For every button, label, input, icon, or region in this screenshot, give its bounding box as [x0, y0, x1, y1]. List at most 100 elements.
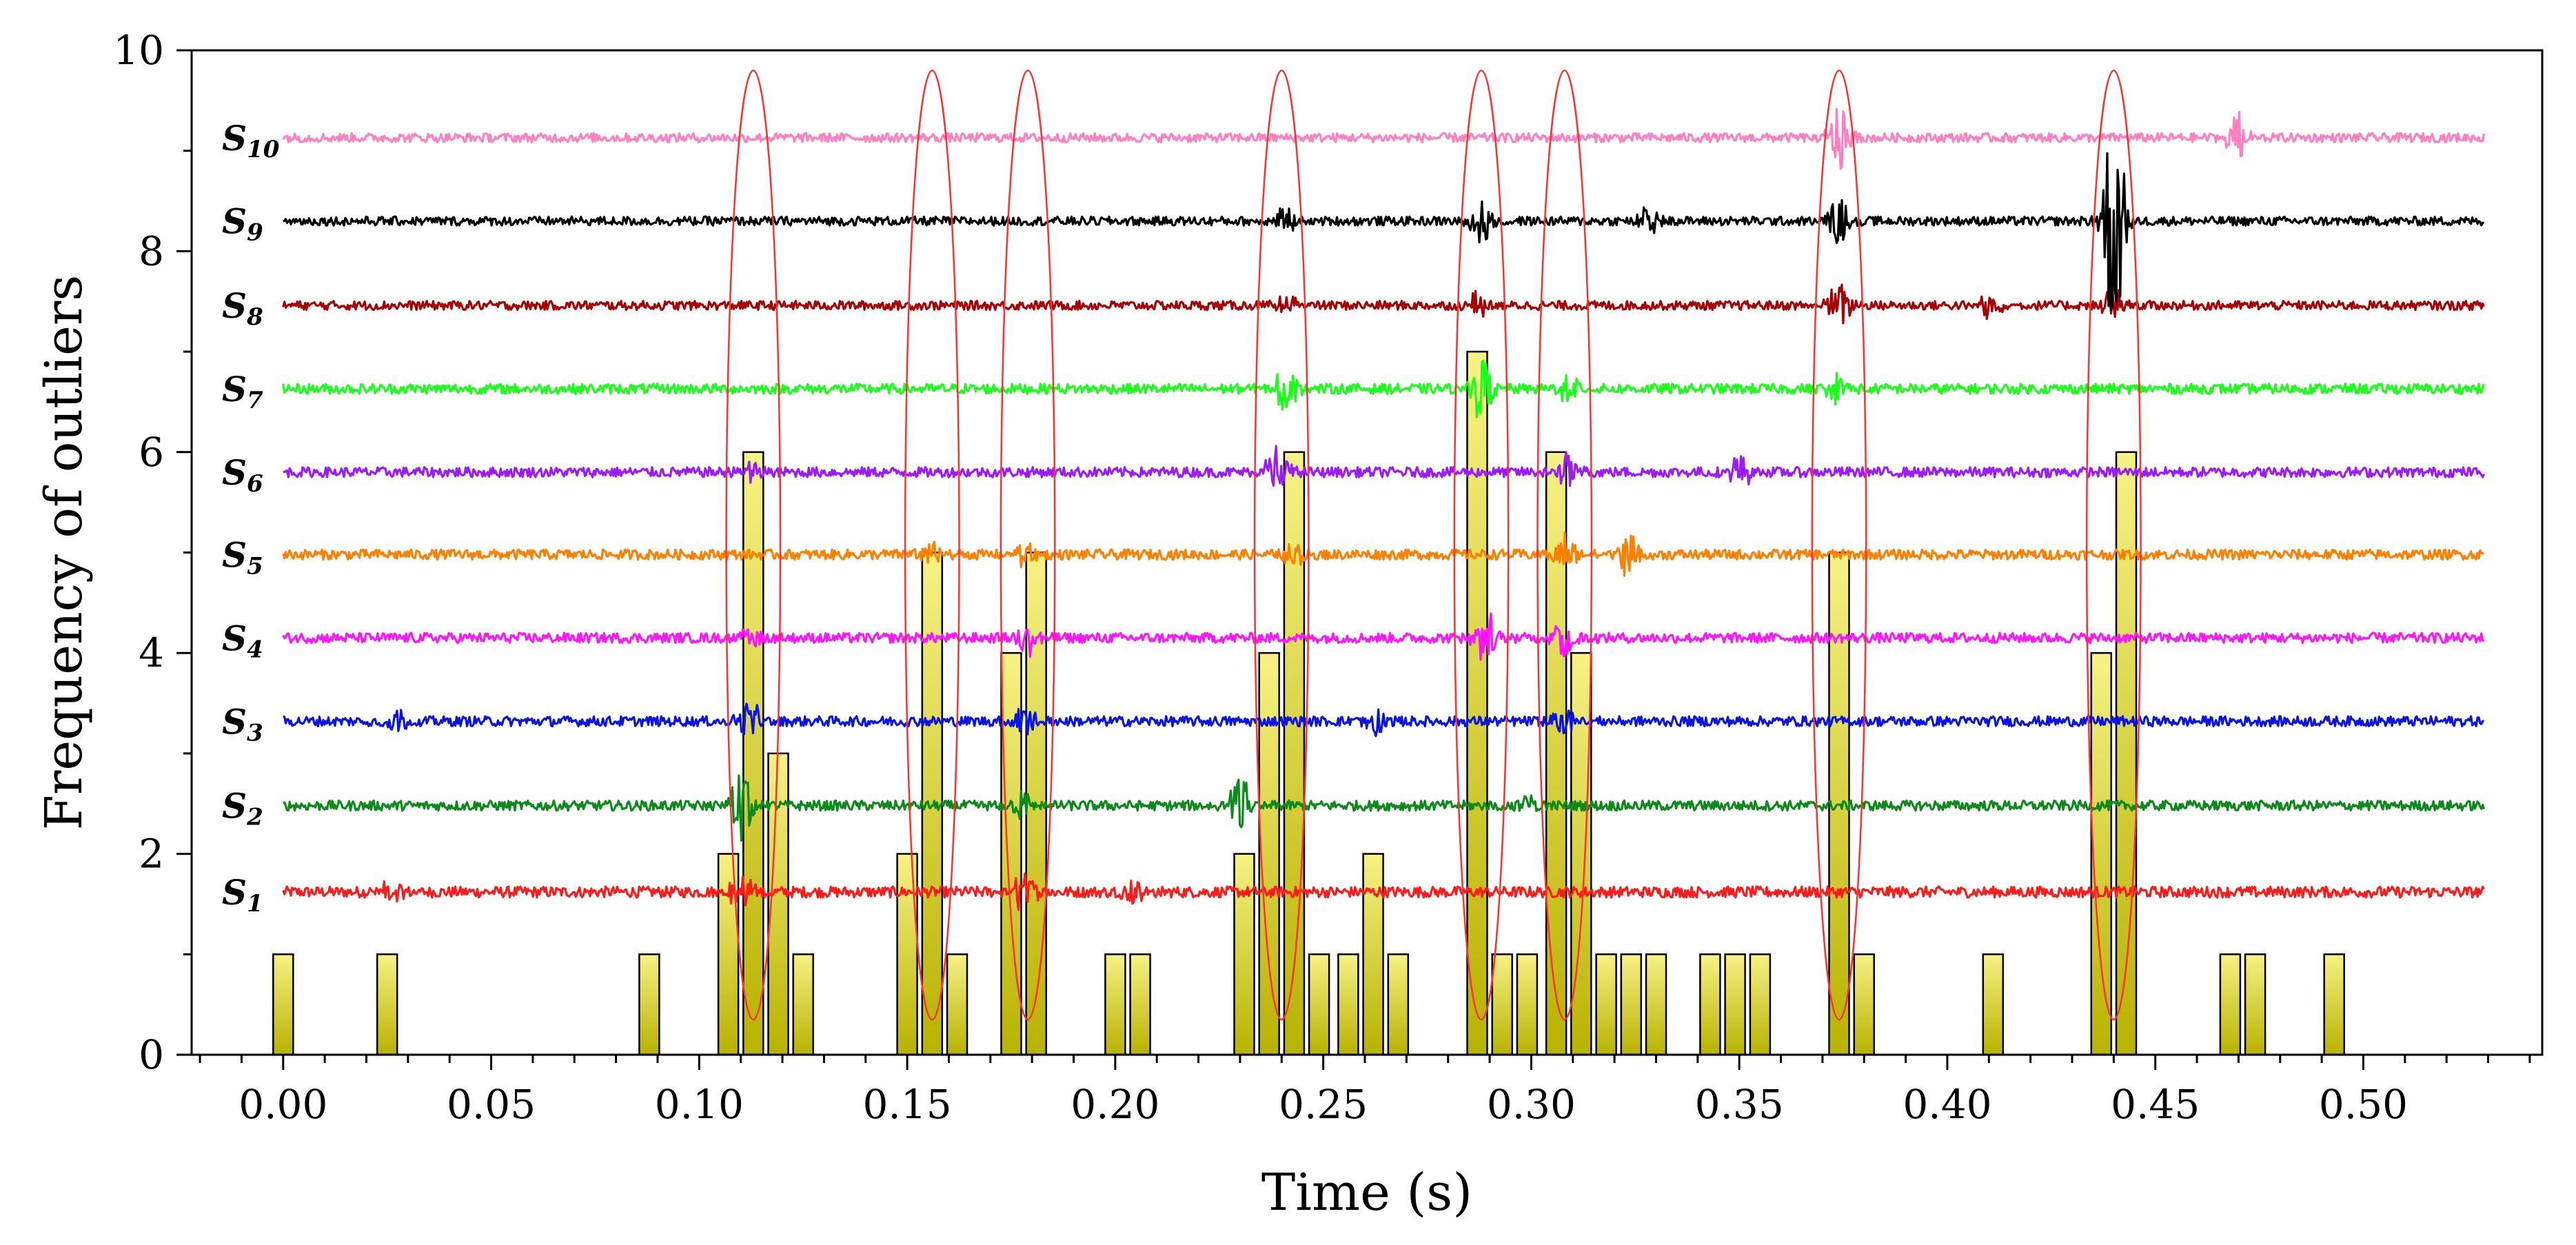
sensor-label-s6: S6 — [222, 452, 263, 498]
x-tick-label: 0.25 — [1279, 1081, 1368, 1128]
bar-1 — [376, 953, 398, 1056]
bar-15 — [1258, 651, 1280, 1056]
highlight-ellipse-1 — [904, 69, 960, 1021]
bar-0 — [272, 953, 294, 1056]
sensor-label-subscript: 6 — [247, 470, 263, 498]
bar-35 — [2090, 651, 2113, 1056]
sensor-label-s7: S7 — [222, 369, 263, 414]
sensor-label-letter: S — [222, 118, 247, 159]
bar-26 — [1595, 953, 1617, 1056]
sensor-label-subscript: 9 — [247, 219, 263, 247]
bar-17 — [1308, 953, 1330, 1056]
highlight-ellipse-6 — [1811, 69, 1867, 1021]
bar-7 — [896, 853, 918, 1056]
sensor-label-letter: S — [222, 534, 247, 575]
signal-s1 — [282, 872, 2485, 911]
sensor-label-subscript: 1 — [247, 890, 263, 918]
signal-s10 — [282, 108, 2486, 170]
x-tick-label: 0.15 — [863, 1081, 952, 1128]
bar-28 — [1645, 953, 1667, 1056]
bar-6 — [792, 953, 814, 1056]
y-tick-label: 8 — [139, 227, 164, 274]
signal-s7 — [282, 359, 2486, 418]
y-tick-label: 0 — [139, 1031, 164, 1078]
sensor-signals — [282, 108, 2486, 911]
y-tick-label: 10 — [113, 27, 164, 74]
x-tick-label: 0.35 — [1695, 1081, 1784, 1128]
bar-24 — [1545, 451, 1568, 1056]
signal-s2 — [283, 774, 2486, 842]
y-axis-title: Frequency of outliers — [34, 275, 94, 831]
sensor-label-s9: S9 — [222, 201, 263, 247]
bar-38 — [2244, 953, 2266, 1056]
bar-4 — [742, 451, 764, 1056]
bar-23 — [1516, 953, 1539, 1056]
sensor-label-s10: S10 — [222, 118, 280, 163]
bar-18 — [1337, 953, 1359, 1056]
bar-37 — [2219, 953, 2242, 1056]
sensor-label-letter: S — [222, 285, 247, 326]
highlight-ellipse-0 — [725, 69, 782, 1021]
x-tick-label: 0.05 — [447, 1081, 536, 1128]
bar-31 — [1749, 953, 1772, 1056]
bar-30 — [1724, 953, 1746, 1056]
bar-25 — [1570, 651, 1592, 1056]
x-tick-label: 0.30 — [1487, 1081, 1576, 1128]
signal-s4 — [282, 612, 2485, 661]
bar-29 — [1699, 953, 1721, 1056]
bar-14 — [1233, 853, 1255, 1056]
x-tick-label: 0.50 — [2319, 1081, 2408, 1128]
sensor-label-s2: S2 — [222, 786, 263, 831]
sensor-label-letter: S — [222, 872, 247, 913]
y-tick-label: 4 — [139, 629, 164, 676]
sensor-label-s1: S1 — [222, 872, 263, 918]
bar-33 — [1853, 953, 1875, 1056]
signal-s3 — [283, 702, 2484, 738]
bar-20 — [1387, 953, 1410, 1056]
signal-s8 — [282, 283, 2485, 325]
sensor-label-subscript: 8 — [246, 303, 263, 331]
sensor-label-letter: S — [222, 369, 247, 409]
y-tick-label: 6 — [139, 429, 164, 476]
bar-3 — [717, 853, 740, 1056]
sensor-label-s4: S4 — [222, 618, 263, 663]
sensor-label-s3: S3 — [222, 701, 263, 747]
x-tick-label: 0.40 — [1903, 1081, 1991, 1128]
sensor-label-letter: S — [222, 201, 247, 242]
bar-21 — [1466, 350, 1488, 1056]
highlight-ellipses — [725, 69, 2142, 1021]
x-tick-label: 0.20 — [1071, 1081, 1159, 1128]
bar-27 — [1620, 953, 1643, 1056]
sensor-label-letter: S — [222, 452, 247, 493]
sensor-label-subscript: 3 — [247, 719, 263, 747]
bar-39 — [2323, 953, 2345, 1056]
axes: 0.00 0.05 0.10 0.15 0.20 0.25 0.30 0.35 0.40 0.45… — [113, 27, 2544, 1128]
signal-s9 — [283, 152, 2484, 312]
bar-22 — [1491, 953, 1513, 1056]
sensor-label-subscript: 10 — [247, 136, 280, 163]
bar-9 — [946, 953, 968, 1056]
sensor-label-letter: S — [222, 701, 247, 742]
sensor-label-letter: S — [222, 786, 247, 827]
highlight-ellipse-7 — [2085, 69, 2142, 1021]
x-tick-label: 0.00 — [239, 1081, 327, 1128]
x-tick-label: 0.45 — [2111, 1081, 2200, 1128]
sensor-label-subscript: 7 — [247, 387, 263, 414]
highlight-ellipse-4 — [1453, 69, 1510, 1021]
sensor-label-subscript: 2 — [246, 804, 263, 831]
highlight-ellipse-5 — [1537, 69, 1593, 1021]
signal-s6 — [283, 445, 2485, 487]
x-axis-title: Time (s) — [1261, 1163, 1472, 1222]
bar-13 — [1129, 953, 1151, 1056]
sensor-label-subscript: 5 — [247, 552, 263, 580]
bar-34 — [1982, 953, 2005, 1056]
sensor-label-letter: S — [222, 618, 247, 658]
bar-2 — [638, 953, 660, 1056]
highlight-ellipse-2 — [1000, 69, 1056, 1021]
signal-s5 — [282, 531, 2484, 577]
bar-19 — [1362, 853, 1384, 1056]
sensor-label-s5: S5 — [222, 534, 263, 580]
highlight-ellipse-3 — [1253, 69, 1310, 1021]
